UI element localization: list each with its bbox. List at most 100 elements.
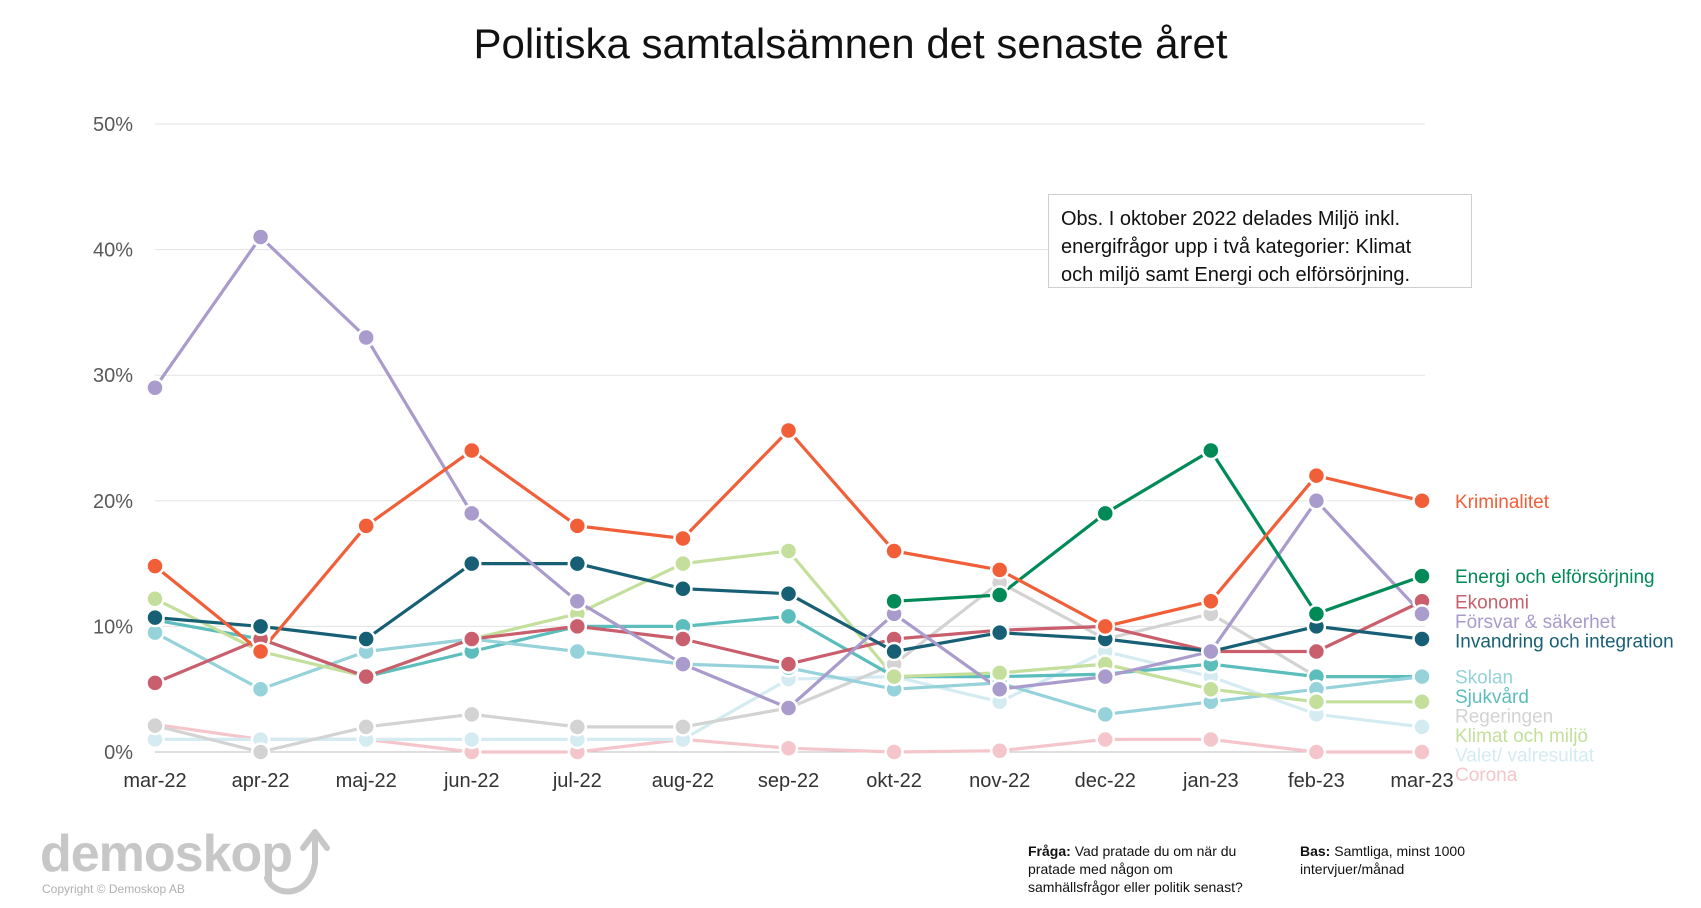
x-axis-ticks: mar-22 apr-22 maj-22 jun-22 jul-22 aug-22 sep-… xyxy=(123,770,1453,792)
data-point-invandring-och-integration xyxy=(989,622,1010,643)
question-label: Fråga: xyxy=(1028,843,1071,859)
data-point-corona xyxy=(1412,742,1432,762)
data-point-kriminalitet xyxy=(356,516,376,536)
data-point-ekonomi xyxy=(462,629,482,649)
data-point-ekonomi xyxy=(673,629,693,649)
data-point-ekonomi xyxy=(778,654,799,674)
data-point-skolan xyxy=(250,679,271,699)
data-point-invandring-och-integration xyxy=(778,583,799,604)
annotation-note: Obs. I oktober 2022 delades Miljö inkl. … xyxy=(1048,194,1472,288)
data-point-försvar-säkerhet xyxy=(673,654,693,674)
data-point-försvar-säkerhet xyxy=(145,378,165,398)
x-tick-label: sep-22 xyxy=(758,770,819,792)
data-point-kriminalitet xyxy=(250,641,271,662)
data-point-corona xyxy=(1201,729,1221,750)
data-point-energi-och-elförsörjning xyxy=(884,591,904,612)
data-point-corona xyxy=(1095,729,1115,750)
data-point-skolan xyxy=(1412,666,1432,687)
data-point-energi-och-elförsörjning xyxy=(1095,503,1115,524)
chart-title: Politiska samtalsämnen det senaste året xyxy=(473,20,1228,67)
data-point-kriminalitet xyxy=(673,528,693,549)
x-tick-label: jan-23 xyxy=(1182,770,1239,792)
question-footnote: Fråga: Vad pratade du om när du pratade … xyxy=(1028,842,1268,896)
data-point-försvar-säkerhet xyxy=(1306,491,1327,511)
x-tick-label: mar-23 xyxy=(1390,770,1453,792)
data-point-kriminalitet xyxy=(145,556,165,576)
legend-label: Energi och elförsörjning xyxy=(1455,567,1655,588)
note-line-1: Obs. I oktober 2022 delades Miljö inkl. xyxy=(1061,208,1401,230)
data-point-försvar-säkerhet xyxy=(567,591,588,612)
y-tick-label: 0% xyxy=(104,742,133,764)
logo-arrow-icon xyxy=(264,829,330,895)
data-point-kriminalitet xyxy=(1095,616,1115,637)
x-tick-label: okt-22 xyxy=(866,770,922,792)
data-point-försvar-säkerhet xyxy=(462,503,482,524)
data-point-kriminalitet xyxy=(1201,591,1221,612)
note-line-3: och miljö samt Energi och elförsörjning. xyxy=(1061,264,1411,286)
data-point-klimat-och-miljö xyxy=(778,541,799,561)
data-point-försvar-säkerhet xyxy=(356,327,376,348)
data-point-regeringen xyxy=(356,717,376,737)
data-point-försvar-säkerhet xyxy=(989,679,1010,699)
x-tick-label: jul-22 xyxy=(552,770,602,792)
x-tick-label: aug-22 xyxy=(652,770,714,792)
data-point-försvar-säkerhet xyxy=(1095,666,1115,687)
data-point-regeringen xyxy=(567,717,588,737)
data-point-sjukvård xyxy=(778,606,799,627)
question-text: Vad pratade du om när du pratade med någ… xyxy=(1028,843,1243,895)
y-tick-label: 40% xyxy=(93,240,133,262)
base-text: Samtliga, minst 1000 intervjuer/månad xyxy=(1300,843,1465,877)
data-point-regeringen xyxy=(250,742,271,762)
data-point-invandring-och-integration xyxy=(673,578,693,599)
x-tick-label: apr-22 xyxy=(232,770,290,792)
data-point-energi-och-elförsörjning xyxy=(1412,566,1432,586)
y-tick-label: 10% xyxy=(93,616,133,638)
data-point-valet-valresultat xyxy=(1412,717,1432,737)
data-point-invandring-och-integration xyxy=(567,553,588,574)
data-point-försvar-säkerhet xyxy=(1201,641,1221,662)
x-tick-label: jun-22 xyxy=(443,770,500,792)
data-point-invandring-och-integration xyxy=(1412,629,1432,649)
data-point-valet-valresultat xyxy=(462,729,482,750)
x-tick-label: dec-22 xyxy=(1075,770,1136,792)
base-label: Bas: xyxy=(1300,843,1331,859)
data-point-kriminalitet xyxy=(462,440,482,461)
legend-label: Corona xyxy=(1455,765,1518,786)
data-point-regeringen xyxy=(673,717,693,737)
data-point-skolan xyxy=(567,641,588,662)
legend-label: Försvar & säkerhet xyxy=(1455,612,1616,633)
data-point-försvar-säkerhet xyxy=(1412,604,1432,624)
x-tick-label: maj-22 xyxy=(336,770,397,792)
data-point-invandring-och-integration xyxy=(462,553,482,574)
data-point-invandring-och-integration xyxy=(356,629,376,649)
data-point-corona xyxy=(989,740,1010,761)
data-point-kriminalitet xyxy=(567,516,588,536)
data-point-corona xyxy=(1306,742,1327,762)
data-point-försvar-säkerhet xyxy=(250,227,271,247)
y-axis-ticks: 0% 10% 20% 30% 40% 50% xyxy=(93,114,133,764)
data-point-invandring-och-integration xyxy=(884,641,904,662)
data-point-ekonomi xyxy=(567,616,588,637)
data-point-energi-och-elförsörjning xyxy=(1201,440,1221,461)
data-point-klimat-och-miljö xyxy=(673,553,693,574)
data-point-invandring-och-integration xyxy=(145,607,165,628)
x-tick-label: feb-23 xyxy=(1288,770,1345,792)
demoskop-logo: demoskop Copyright © Demoskop AB xyxy=(40,825,330,896)
data-point-skolan xyxy=(1095,704,1115,725)
legend-label: Kriminalitet xyxy=(1455,492,1550,513)
data-point-kriminalitet xyxy=(778,420,799,441)
legend-label: Ekonomi xyxy=(1455,592,1529,613)
data-point-ekonomi xyxy=(1306,641,1327,662)
data-point-energi-och-elförsörjning xyxy=(1306,604,1327,624)
y-tick-label: 30% xyxy=(93,365,133,387)
data-point-ekonomi xyxy=(356,666,376,687)
gridlines xyxy=(155,123,1425,753)
series-line-energi-och-elförsörjning xyxy=(894,449,1423,616)
x-tick-label: mar-22 xyxy=(123,770,186,792)
legend-label: Invandring och integration xyxy=(1455,631,1674,652)
legend: Kriminalitet Energi och elförsörjning Ekon… xyxy=(1455,492,1674,786)
logo-wordmark: demoskop xyxy=(40,825,293,883)
data-point-försvar-säkerhet xyxy=(778,698,799,718)
legend-label: Regeringen xyxy=(1455,707,1553,728)
